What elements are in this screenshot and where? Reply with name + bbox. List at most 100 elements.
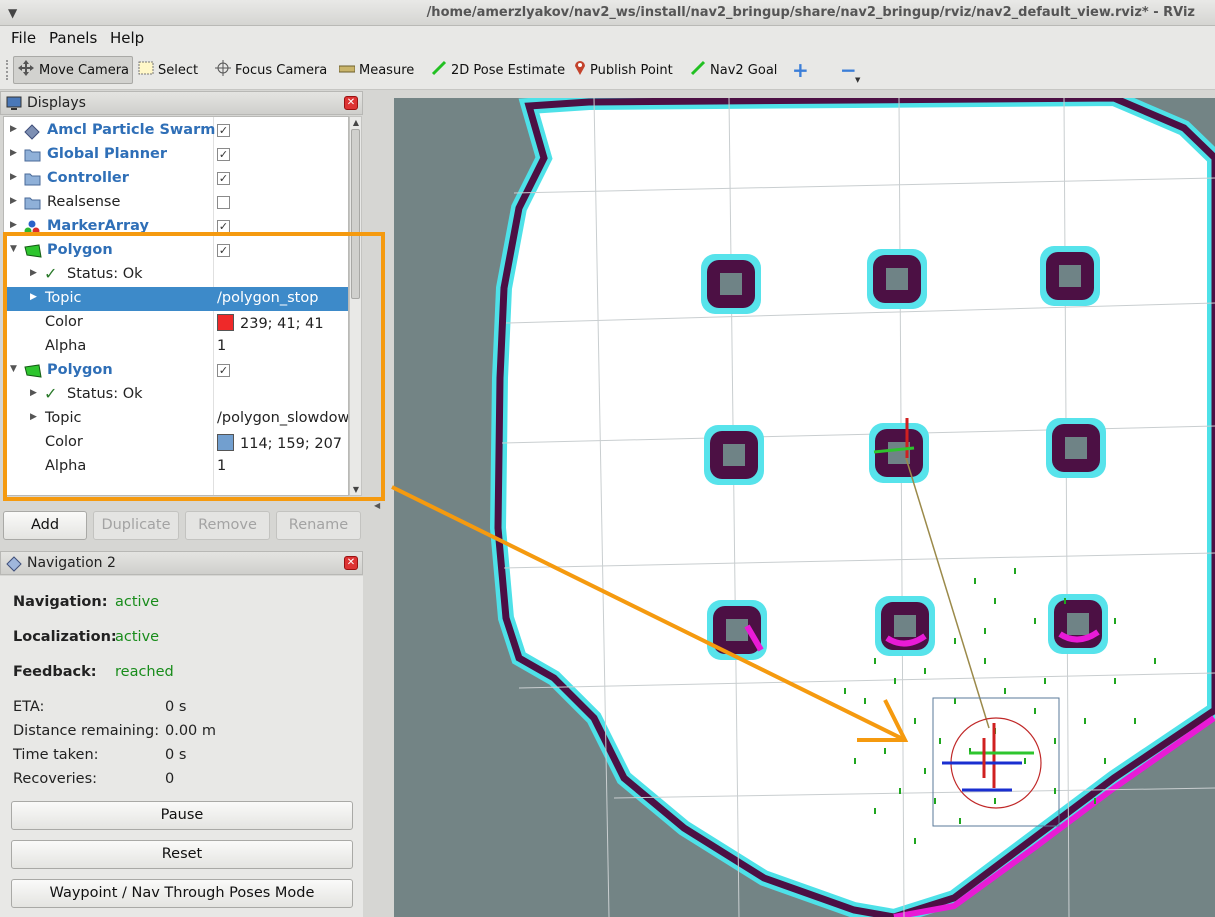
display-controller[interactable]: ▶ Controller ✓ [4,167,348,191]
polygon-icon [24,244,42,262]
splitter-collapse-icon[interactable]: ◀ [374,501,381,510]
close-icon[interactable]: ✕ [344,556,358,570]
map-walls [494,98,1215,917]
expand-chevron-icon[interactable]: ▶ [10,148,17,158]
alpha-row[interactable]: Alpha 1 [4,455,348,479]
enable-checkbox[interactable]: ✓ [217,124,230,137]
publish-point-tool[interactable]: Publish Point [574,56,673,84]
add-tool-plus-icon[interactable]: + [792,58,809,82]
status-row[interactable]: ▶ ✓ Status: Ok [4,383,348,407]
localization-status: active [115,629,160,645]
remove-tool-minus-icon[interactable]: − [840,58,857,82]
expand-chevron-icon[interactable]: ▶ [30,268,37,278]
checkmark-icon: ✓ [44,384,58,403]
enable-checkbox[interactable] [217,196,230,209]
display-polygon-slowdown[interactable]: ▼ Polygon ✓ [4,359,348,383]
topic-row[interactable]: ▶ Topic /polygon_stop [4,287,348,311]
map-render[interactable] [394,98,1215,917]
move-camera-tool[interactable]: Move Camera [13,56,133,84]
menu-help[interactable]: Help [110,29,145,47]
marker-balls-icon [24,220,41,240]
duplicate-display-button[interactable]: Duplicate [93,511,179,540]
render-viewport[interactable] [394,98,1215,917]
property-label: Topic [45,290,82,306]
expand-chevron-icon[interactable]: ▶ [30,412,37,422]
topic-row[interactable]: ▶ Topic /polygon_slowdown [4,407,349,431]
distance-label: Distance remaining: [13,723,160,739]
alpha-row[interactable]: Alpha 1 [4,335,348,359]
expand-chevron-icon[interactable]: ▶ [10,124,17,134]
scroll-thumb[interactable] [351,129,360,299]
polygon-icon [24,364,42,382]
robot-frames [942,723,1034,792]
enable-checkbox[interactable]: ✓ [217,148,230,161]
color-swatch[interactable] [217,434,234,451]
expand-chevron-icon[interactable]: ▶ [30,388,37,398]
select-tool[interactable]: Select [138,56,198,84]
color-value[interactable]: 239; 41; 41 [217,314,324,332]
toolbar-grip[interactable] [6,60,10,80]
localization-label: Localization: [13,629,117,645]
expand-chevron-icon[interactable]: ▶ [10,196,17,206]
mode-toggle-button[interactable]: Waypoint / Nav Through Poses Mode [11,879,353,908]
enable-checkbox[interactable]: ✓ [217,220,230,233]
reset-button[interactable]: Reset [11,840,353,869]
add-display-button[interactable]: Add [3,511,87,540]
display-realsense[interactable]: ▶ Realsense [4,191,348,215]
display-amcl-particle-swarm[interactable]: ▶ Amcl Particle Swarm ✓ [4,119,348,143]
nav2-goal-tool[interactable]: Nav2 Goal [690,56,777,84]
expand-chevron-icon[interactable]: ▶ [10,220,17,230]
recoveries-value: 0 [165,771,175,787]
collapse-chevron-icon[interactable]: ▼ [10,244,17,254]
close-icon[interactable]: ✕ [344,96,358,110]
move-camera-icon [17,59,35,81]
pose-estimate-tool[interactable]: 2D Pose Estimate [431,56,565,84]
measure-tool[interactable]: Measure [338,56,415,84]
focus-camera-tool[interactable]: Focus Camera [215,56,327,84]
goal-arrow-icon [690,60,706,80]
expand-chevron-icon[interactable]: ▶ [10,172,17,182]
topic-value[interactable]: /polygon_stop [217,290,319,306]
measure-label: Measure [359,62,415,78]
display-marker-array[interactable]: ▶ MarkerArray ✓ [4,215,348,240]
window-menu-chevron-icon[interactable]: ▼ [8,6,18,20]
status-label: Status: Ok [67,386,143,402]
color-swatch[interactable] [217,314,234,331]
alpha-value[interactable]: 1 [217,458,227,474]
time-taken-value: 0 s [165,747,187,763]
enable-checkbox[interactable]: ✓ [217,172,230,185]
collapse-chevron-icon[interactable]: ▼ [10,364,17,374]
pose-estimate-label: 2D Pose Estimate [451,62,566,78]
pause-button[interactable]: Pause [11,801,353,830]
displays-scrollbar[interactable]: ▲ ▼ [349,116,362,496]
eta-label: ETA: [13,699,45,715]
menu-panels[interactable]: Panels [49,29,98,47]
display-label: Realsense [47,194,121,210]
costmap-inflation [893,715,1215,917]
navigation-status: active [115,594,160,610]
scroll-down-icon[interactable]: ▼ [352,485,360,494]
menu-file[interactable]: File [11,29,37,47]
enable-checkbox[interactable]: ✓ [217,364,230,377]
rename-display-button[interactable]: Rename [276,511,361,540]
folder-icon [24,172,41,190]
nav2-panel-header: Navigation 2 ✕ [0,551,363,575]
property-label: Topic [45,410,82,426]
status-row[interactable]: ▶ ✓ Status: Ok [4,263,348,287]
scroll-up-icon[interactable]: ▲ [352,118,360,127]
robot-frame-top [873,418,915,458]
toolbar-dropdown-icon[interactable]: ▼ [855,76,861,84]
feedback-status: reached [115,664,174,680]
color-value[interactable]: 114; 159; 207 [217,434,342,452]
color-row[interactable]: Color 114; 159; 207 [4,431,348,455]
focus-camera-label: Focus Camera [235,62,328,78]
enable-checkbox[interactable]: ✓ [217,244,230,257]
expand-chevron-icon[interactable]: ▶ [30,292,37,302]
display-polygon-stop[interactable]: ▼ Polygon ✓ [4,239,348,263]
remove-display-button[interactable]: Remove [185,511,270,540]
display-global-planner[interactable]: ▶ Global Planner ✓ [4,143,348,167]
crosshair-icon [215,60,231,80]
topic-value[interactable]: /polygon_slowdown [217,410,349,426]
color-row[interactable]: Color 239; 41; 41 [4,311,348,335]
alpha-value[interactable]: 1 [217,338,227,354]
